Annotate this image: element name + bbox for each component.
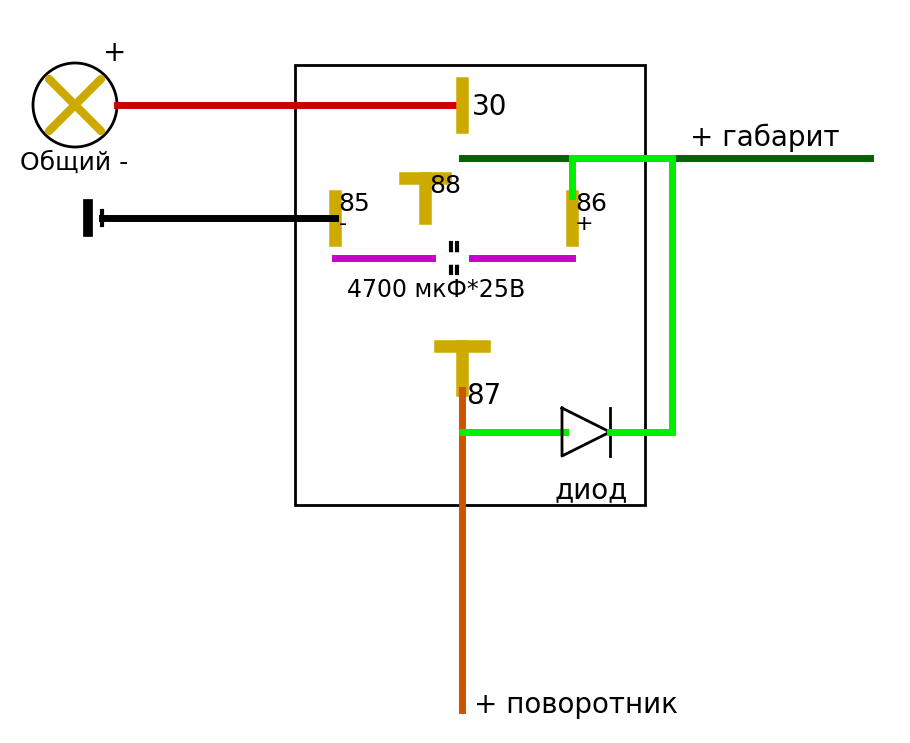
Text: 88: 88 — [429, 174, 461, 198]
Text: -: - — [339, 214, 347, 234]
Text: 86: 86 — [575, 192, 607, 216]
Text: Общий -: Общий - — [20, 151, 128, 175]
Text: + габарит: + габарит — [690, 124, 840, 152]
Text: 87: 87 — [466, 382, 501, 410]
Text: 85: 85 — [338, 192, 369, 216]
Text: 30: 30 — [472, 93, 508, 121]
Text: +: + — [103, 39, 126, 67]
Text: 4700 мкФ*25В: 4700 мкФ*25В — [347, 278, 525, 302]
Text: + поворотник: + поворотник — [474, 691, 678, 719]
Bar — [295, 65, 645, 505]
Text: диод: диод — [555, 476, 629, 504]
Text: +: + — [575, 214, 593, 234]
